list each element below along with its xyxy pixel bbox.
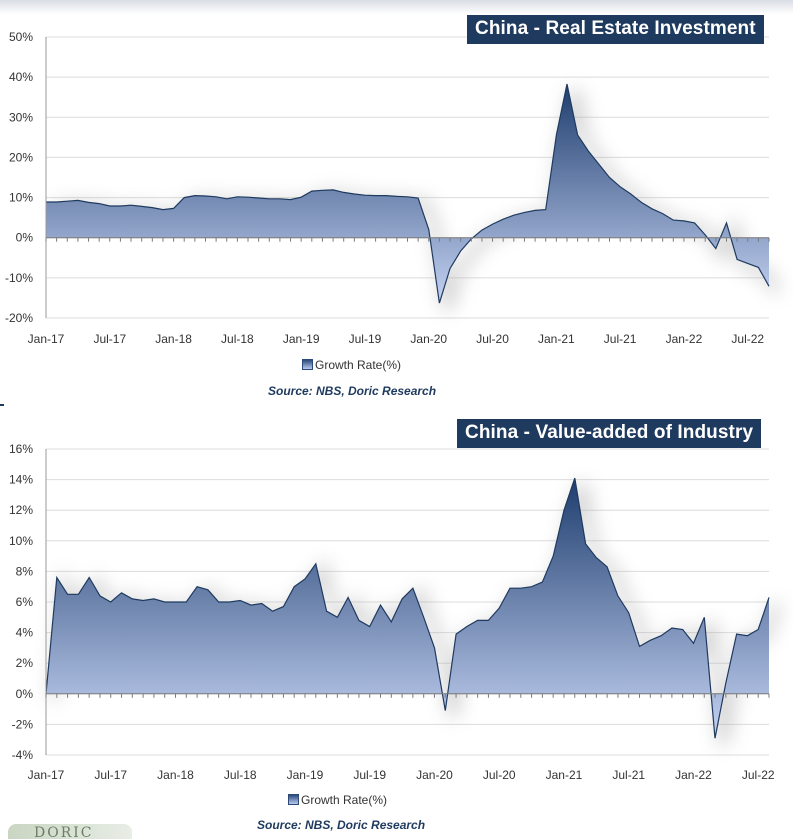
y-tick-label: 6% — [16, 595, 34, 609]
chart-legend: Growth Rate(%) — [302, 358, 401, 372]
legend-label: Growth Rate(%) — [315, 358, 402, 372]
x-tick-label: Jul-22 — [742, 768, 775, 782]
y-tick-label: 20% — [9, 150, 33, 164]
chart-panel-real-estate: 50% 40% 30% 20% 10% 0% -10% -20% Jan-17 Jul-17 Jan… — [0, 0, 793, 405]
x-tick-label: Jan-22 — [666, 332, 703, 346]
x-tick-label: Jan-21 — [546, 768, 583, 782]
chart-title: China - Value-added of Industry — [457, 419, 762, 448]
top-shadow — [0, 0, 793, 14]
y-tick-label: 4% — [16, 626, 34, 640]
doric-logo: DORIC — [8, 824, 132, 839]
x-tick-label: Jul-18 — [221, 332, 254, 346]
y-tick-label: 12% — [9, 503, 33, 517]
x-tick-label: Jan-21 — [538, 332, 575, 346]
real-estate-chart: 50% 40% 30% 20% 10% 0% -10% -20% Jan-17 Jul-17 Jan… — [5, 30, 782, 346]
x-tick-label: Jul-21 — [612, 768, 645, 782]
x-tick-label: Jan-18 — [157, 768, 194, 782]
y-tick-label: -10% — [5, 271, 33, 285]
legend-swatch — [288, 794, 299, 805]
chart-title: China - Real Estate Investment — [467, 15, 764, 44]
y-tick-label: 14% — [9, 473, 33, 487]
x-tick-label: Jul-19 — [349, 332, 382, 346]
chart-panel-industry: 16% 14% 12% 10% 8% 6% 4% 2% 0% -2% -4% Jan-17 Jul-17… — [0, 405, 793, 839]
x-tick-label: Jan-22 — [675, 768, 712, 782]
growth-rate-area — [46, 84, 769, 304]
x-tick-label: Jan-19 — [283, 332, 320, 346]
y-tick-label: 50% — [9, 30, 33, 44]
x-tick-label: Jan-20 — [410, 332, 447, 346]
y-tick-label: -20% — [5, 311, 33, 325]
x-tick-label: Jul-22 — [731, 332, 764, 346]
legend-swatch — [302, 359, 313, 370]
y-tick-label: 16% — [9, 442, 33, 456]
x-tick-label: Jan-19 — [287, 768, 324, 782]
x-tick-label: Jan-17 — [28, 768, 65, 782]
y-tick-label: 10% — [9, 534, 33, 548]
x-tick-label: Jan-17 — [28, 332, 65, 346]
y-tick-label: 2% — [16, 656, 34, 670]
y-tick-label: -2% — [12, 717, 34, 731]
growth-rate-line — [45, 477, 770, 739]
y-tick-label: 10% — [9, 191, 33, 205]
y-tick-label: 8% — [16, 564, 34, 578]
x-tick-label: Jul-20 — [483, 768, 516, 782]
chart-source: Source: NBS, Doric Research — [268, 384, 437, 398]
divider-marker — [0, 404, 4, 406]
y-tick-label: 0% — [16, 231, 34, 245]
y-tick-label: 30% — [9, 110, 33, 124]
y-tick-label: 40% — [9, 70, 33, 84]
legend-label: Growth Rate(%) — [301, 793, 388, 807]
x-tick-label: Jan-20 — [416, 768, 453, 782]
x-tick-label: Jul-21 — [604, 332, 637, 346]
industry-chart: 16% 14% 12% 10% 8% 6% 4% 2% 0% -2% -4% Jan-17 Jul-17… — [9, 442, 782, 782]
x-tick-label: Jul-20 — [476, 332, 509, 346]
x-tick-label: Jul-19 — [353, 768, 386, 782]
chart-source: Source: NBS, Doric Research — [257, 818, 426, 832]
growth-rate-area — [46, 478, 769, 739]
chart-legend: Growth Rate(%) — [288, 793, 387, 807]
logo-text: DORIC — [34, 825, 94, 839]
x-tick-label: Jan-18 — [155, 332, 192, 346]
growth-rate-line — [46, 83, 770, 304]
x-tick-label: Jul-18 — [224, 768, 257, 782]
x-tick-label: Jul-17 — [94, 768, 127, 782]
y-tick-label: -4% — [12, 748, 34, 762]
x-tick-label: Jul-17 — [93, 332, 126, 346]
y-tick-label: 0% — [16, 687, 34, 701]
